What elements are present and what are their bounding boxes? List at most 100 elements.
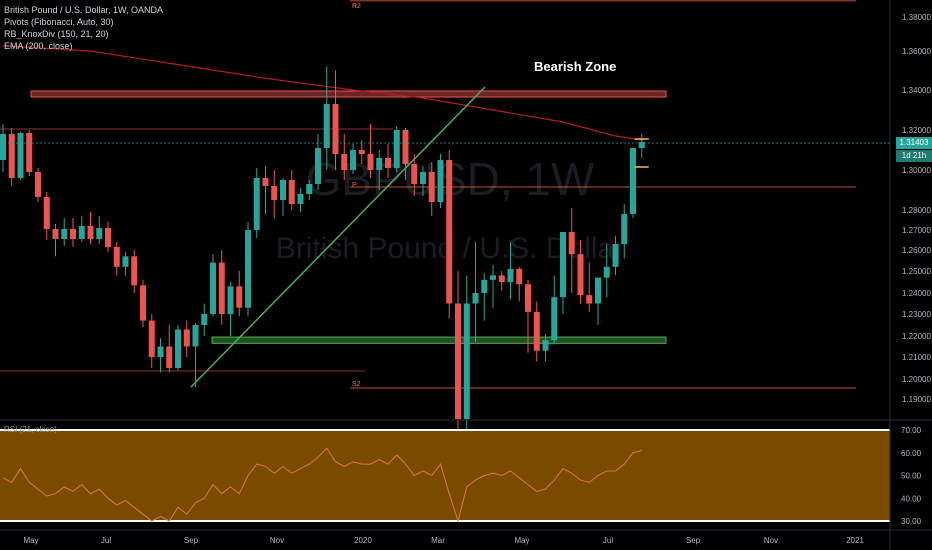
- candles: [0, 66, 649, 497]
- pivot-label: P: [352, 182, 357, 189]
- candle-body: [376, 158, 383, 170]
- candle-body: [297, 194, 304, 204]
- candle-body: [367, 154, 374, 170]
- price-tick-label: 1.23000: [902, 310, 931, 319]
- candle-body: [236, 286, 243, 308]
- rsi-line: [2, 447, 642, 523]
- price-tick-label: 1.26000: [902, 246, 931, 255]
- candle-body: [341, 154, 348, 170]
- candle-body: [358, 150, 365, 154]
- legend-knoxdiv[interactable]: RB_KnoxDiv (150, 21, 20): [4, 29, 109, 39]
- zone-box: [30, 90, 667, 98]
- candle-body: [78, 226, 85, 239]
- time-tick-label: 2020: [354, 536, 372, 545]
- candle-body: [393, 130, 400, 168]
- price-tick-label: 1.20000: [902, 375, 931, 384]
- candle-body: [516, 268, 523, 285]
- candle-body: [621, 214, 628, 244]
- price-tick-label: 1.22000: [902, 332, 931, 341]
- time-tick-label: Sep: [686, 536, 701, 545]
- zone-box: [211, 336, 667, 344]
- zones: [30, 90, 667, 344]
- candle-body: [507, 268, 514, 282]
- candle-body: [201, 314, 208, 325]
- candle-body: [472, 293, 479, 304]
- candle-body: [175, 329, 181, 368]
- pivot-lines: R2 P S2: [350, 0, 856, 389]
- time-tick-label: Nov: [270, 536, 284, 545]
- candle-body: [446, 160, 453, 304]
- candle-body: [437, 160, 444, 202]
- candle-body: [612, 244, 619, 267]
- price-tick-label: 1.36000: [902, 47, 931, 56]
- candle-body: [463, 303, 470, 419]
- price-tick-label: 1.19000: [902, 395, 931, 404]
- candle-body: [568, 232, 575, 255]
- price-axis[interactable]: 1.38000 1.36000 1.34000 1.32000 1.30000 1.280…: [902, 13, 931, 404]
- candle-body: [113, 247, 120, 267]
- rsi-tick-label: 50.00: [901, 472, 922, 481]
- candle-body: [0, 134, 6, 160]
- candle-body: [586, 295, 593, 304]
- candle-body: [533, 311, 540, 351]
- price-axis-bg: [890, 0, 932, 550]
- rsi-tick-label: 60.00: [901, 449, 922, 458]
- candle-body: [262, 178, 269, 186]
- price-tick-label: 1.21000: [902, 353, 931, 362]
- rsi-axis[interactable]: 70.00 60.00 50.00 40.00 30.00: [901, 426, 922, 526]
- trend-line: [190, 86, 486, 388]
- rsi-legend[interactable]: RSI (21, close): [4, 425, 57, 434]
- legend-ema[interactable]: EMA (200, close): [4, 41, 73, 51]
- price-tick-label: 1.28000: [902, 206, 931, 215]
- candle-body: [525, 284, 531, 312]
- candle-body: [350, 150, 356, 170]
- candle-body: [411, 164, 418, 184]
- candle-body: [166, 346, 173, 368]
- candle-body: [332, 104, 339, 154]
- candle-body: [218, 262, 225, 314]
- candle-body: [192, 325, 199, 347]
- candle-body: [26, 133, 33, 172]
- ema-200: [2, 45, 642, 141]
- time-tick-label: May: [23, 536, 38, 545]
- candle-body: [288, 180, 295, 204]
- candle-body: [551, 297, 558, 341]
- candle-body: [385, 158, 391, 168]
- time-tick-label: Nov: [764, 536, 778, 545]
- candle-body: [481, 279, 488, 293]
- candle-body: [96, 228, 103, 239]
- rsi-pane: [0, 429, 890, 523]
- price-tick-label: 1.30000: [902, 166, 931, 175]
- candle-body: [8, 134, 15, 178]
- candle-body: [227, 286, 234, 314]
- price-tick-label: 1.32000: [902, 126, 931, 135]
- candle-body: [638, 142, 645, 148]
- pivot-label: S2: [352, 381, 361, 388]
- candle-body: [52, 229, 59, 239]
- candle-body: [420, 172, 426, 184]
- rsi-background: [0, 430, 890, 522]
- time-tick-label: Jul: [603, 536, 613, 545]
- legend-title[interactable]: British Pound / U.S. Dollar, 1W, OANDA: [4, 5, 164, 15]
- bearish-zone-label: Bearish Zone: [534, 59, 617, 74]
- rsi-tick-label: 40.00: [901, 494, 922, 503]
- candle-body: [280, 180, 286, 200]
- candle-body: [315, 148, 321, 184]
- rsi-tick-label: 30.00: [901, 517, 922, 526]
- candle-body: [183, 329, 190, 347]
- legend-pivots[interactable]: Pivots (Fibonacci, Auto, 30): [4, 17, 114, 27]
- candle-body: [140, 285, 146, 321]
- time-tick-label: Sep: [184, 536, 199, 545]
- candle-body: [157, 346, 164, 357]
- candle-body: [61, 229, 68, 239]
- time-axis[interactable]: May Jul Sep Nov 2020 Mar May Jul Sep Nov 2021: [23, 536, 864, 545]
- candle-body: [490, 275, 496, 280]
- candle-body: [498, 275, 505, 282]
- candle-body: [105, 228, 111, 247]
- last-price-tag: 1.31403: [896, 137, 932, 149]
- candle-body: [402, 130, 409, 164]
- price-tick-label: 1.34000: [902, 86, 931, 95]
- candle-body: [148, 320, 155, 357]
- time-to-close-tag: 1d 21h: [896, 150, 932, 162]
